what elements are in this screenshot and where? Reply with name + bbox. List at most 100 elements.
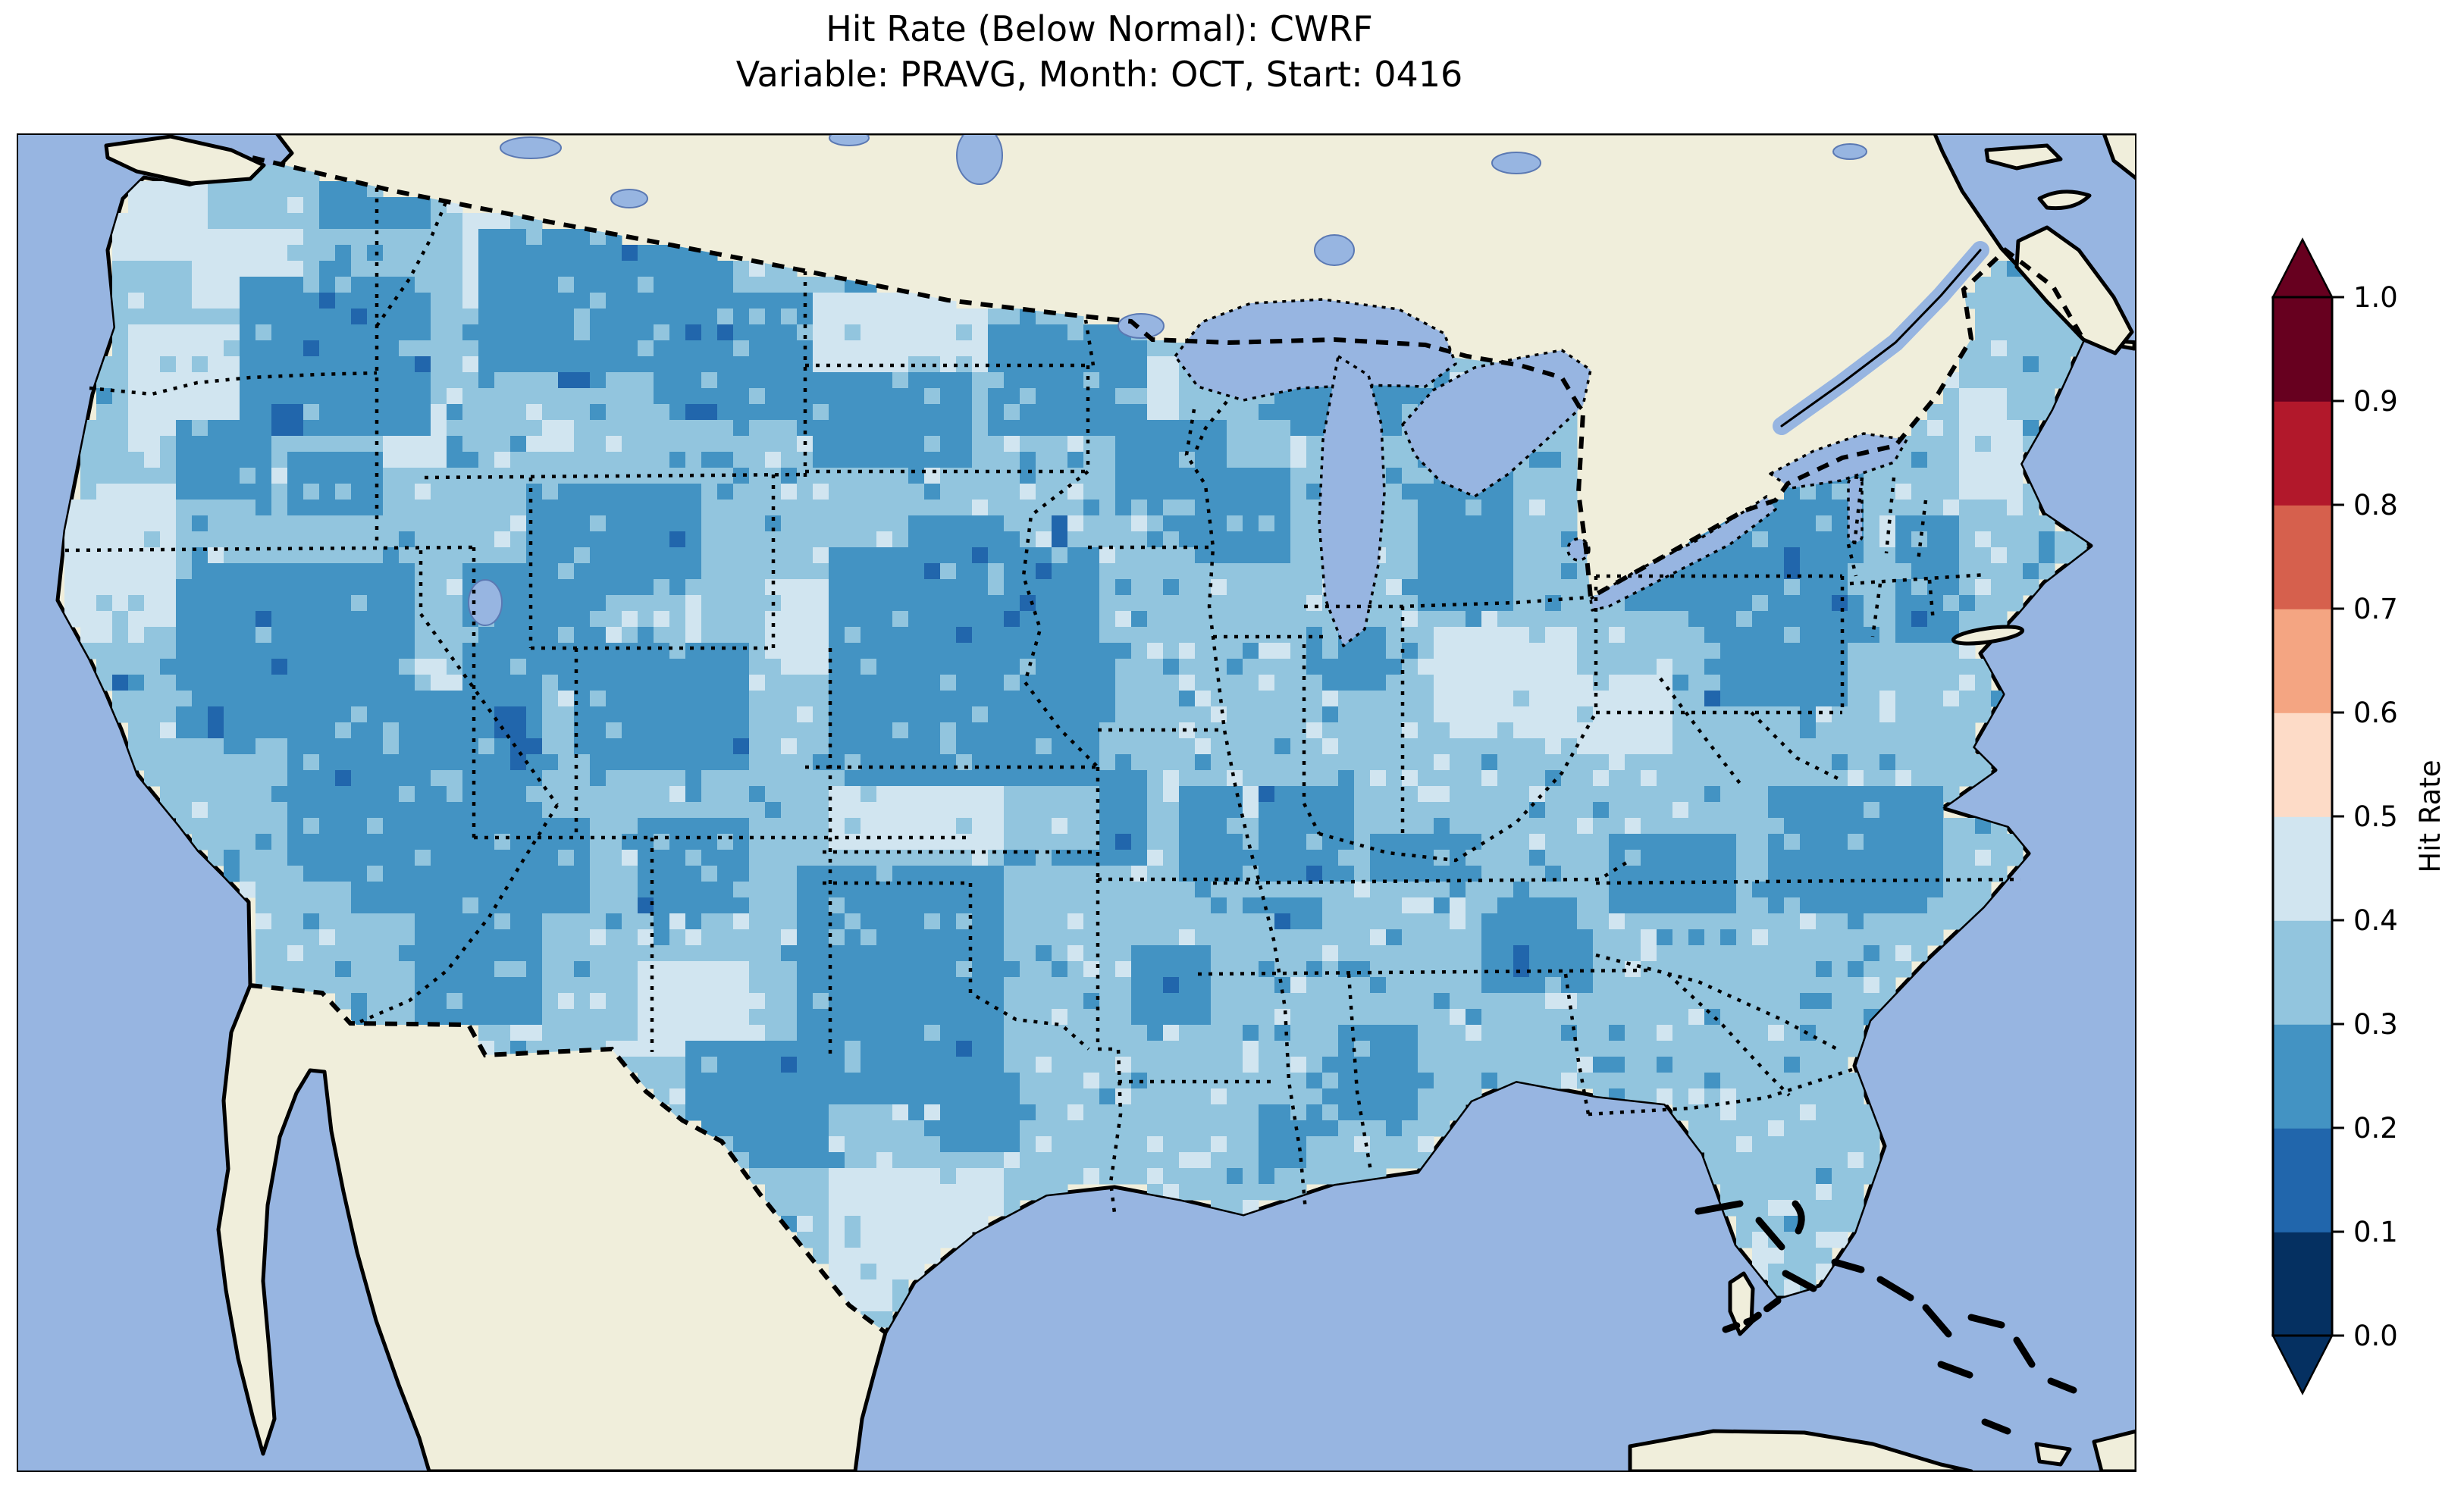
hit-rate-cell bbox=[1274, 531, 1291, 548]
hit-rate-cell bbox=[908, 802, 925, 819]
hit-rate-cell bbox=[2007, 579, 2024, 596]
hit-rate-cell bbox=[1609, 897, 1625, 914]
hit-rate-cell bbox=[351, 388, 368, 405]
hit-rate-cell bbox=[924, 484, 941, 500]
hit-rate-cell bbox=[861, 897, 877, 914]
hit-rate-cell bbox=[972, 547, 989, 564]
hit-rate-cell bbox=[1625, 706, 1641, 723]
hit-rate-cell bbox=[622, 261, 638, 277]
hit-rate-cell bbox=[383, 356, 400, 373]
hit-rate-cell bbox=[797, 484, 813, 500]
hit-rate-cell bbox=[1991, 309, 2008, 325]
hit-rate-cell bbox=[1816, 484, 1832, 500]
hit-rate-cell bbox=[1004, 802, 1020, 819]
hit-rate-cell bbox=[431, 420, 447, 437]
hit-rate-cell bbox=[2039, 531, 2055, 548]
hit-rate-cell bbox=[287, 563, 304, 580]
hit-rate-cell bbox=[1386, 611, 1403, 628]
hit-rate-cell bbox=[510, 245, 527, 262]
hit-rate-cell bbox=[399, 372, 415, 389]
hit-rate-cell bbox=[638, 929, 654, 946]
hit-rate-cell bbox=[1163, 452, 1180, 468]
hit-rate-cell bbox=[797, 579, 813, 596]
hit-rate-cell bbox=[1513, 818, 1530, 835]
hit-rate-cell bbox=[1609, 706, 1625, 723]
hit-rate-cell bbox=[2007, 420, 2024, 437]
hit-rate-cell bbox=[1593, 961, 1610, 978]
hit-rate-cell bbox=[781, 722, 798, 739]
hit-rate-cell bbox=[383, 754, 400, 771]
hit-rate-cell bbox=[303, 706, 320, 723]
hit-rate-cell bbox=[1147, 500, 1164, 516]
hit-rate-cell bbox=[1864, 802, 1880, 819]
hit-rate-cell bbox=[462, 722, 479, 739]
hit-rate-cell bbox=[1211, 802, 1227, 819]
hit-rate-cell bbox=[160, 659, 177, 675]
hit-rate-cell bbox=[319, 786, 336, 803]
hit-rate-cell bbox=[287, 611, 304, 628]
hit-rate-cell bbox=[1418, 563, 1434, 580]
hit-rate-cell bbox=[271, 627, 288, 644]
hit-rate-cell bbox=[813, 850, 829, 866]
hit-rate-cell bbox=[1083, 977, 1100, 994]
hit-rate-cell bbox=[1879, 722, 1896, 739]
hit-rate-cell bbox=[861, 706, 877, 723]
hit-rate-cell bbox=[494, 229, 511, 246]
hit-rate-cell bbox=[813, 388, 829, 405]
hit-rate-cell bbox=[80, 500, 97, 516]
hit-rate-cell bbox=[638, 388, 654, 405]
hit-rate-cell bbox=[1163, 977, 1180, 994]
hit-rate-cell bbox=[972, 436, 989, 453]
hit-rate-cell bbox=[1497, 882, 1514, 898]
hit-rate-cell bbox=[208, 659, 224, 675]
hit-rate-cell bbox=[1736, 595, 1753, 612]
hit-rate-cell bbox=[908, 897, 925, 914]
hit-rate-cell bbox=[972, 420, 989, 437]
hit-rate-cell bbox=[1083, 420, 1100, 437]
hit-rate-cell bbox=[892, 324, 909, 341]
hit-rate-cell bbox=[1943, 420, 1960, 437]
hit-rate-cell bbox=[287, 659, 304, 675]
hit-rate-cell bbox=[208, 468, 224, 484]
hit-rate-cell bbox=[956, 611, 973, 628]
hit-rate-cell bbox=[1895, 500, 1912, 516]
hit-rate-cell bbox=[1975, 484, 1992, 500]
hit-rate-cell bbox=[192, 515, 208, 532]
hit-rate-cell bbox=[1131, 420, 1148, 437]
hit-rate-cell bbox=[494, 404, 511, 421]
hit-rate-cell bbox=[351, 977, 368, 994]
hit-rate-cell bbox=[335, 738, 352, 755]
hit-rate-cell bbox=[685, 722, 702, 739]
hit-rate-cell bbox=[940, 452, 957, 468]
hit-rate-cell bbox=[1561, 913, 1578, 930]
hit-rate-cell bbox=[1004, 786, 1020, 803]
hit-rate-cell bbox=[1290, 897, 1307, 914]
hit-rate-cell bbox=[1163, 643, 1180, 659]
hit-rate-cell bbox=[192, 770, 208, 787]
hit-rate-cell bbox=[972, 643, 989, 659]
hit-rate-cell bbox=[112, 515, 129, 532]
hit-rate-cell bbox=[192, 229, 208, 246]
hit-rate-cell bbox=[1306, 388, 1323, 405]
hit-rate-cell bbox=[1688, 643, 1705, 659]
hit-rate-cell bbox=[1768, 531, 1785, 548]
hit-rate-cell bbox=[1020, 436, 1036, 453]
hit-rate-cell bbox=[1943, 675, 1960, 691]
hit-rate-cell bbox=[2007, 309, 2024, 325]
hit-rate-cell bbox=[160, 500, 177, 516]
hit-rate-cell bbox=[1593, 897, 1610, 914]
hit-rate-cell bbox=[1895, 786, 1912, 803]
hit-rate-cell bbox=[1434, 961, 1450, 978]
hit-rate-cell bbox=[924, 324, 941, 341]
hit-rate-cell bbox=[510, 531, 527, 548]
hit-rate-cell bbox=[1418, 754, 1434, 771]
hit-rate-cell bbox=[781, 324, 798, 341]
hit-rate-cell bbox=[1243, 786, 1259, 803]
hit-rate-cell bbox=[1067, 340, 1084, 357]
hit-rate-cell bbox=[606, 500, 622, 516]
hit-rate-cell bbox=[1418, 659, 1434, 675]
hit-rate-cell bbox=[717, 611, 734, 628]
hit-rate-cell bbox=[526, 293, 543, 309]
hit-rate-cell bbox=[224, 484, 240, 500]
hit-rate-cell bbox=[1752, 643, 1769, 659]
